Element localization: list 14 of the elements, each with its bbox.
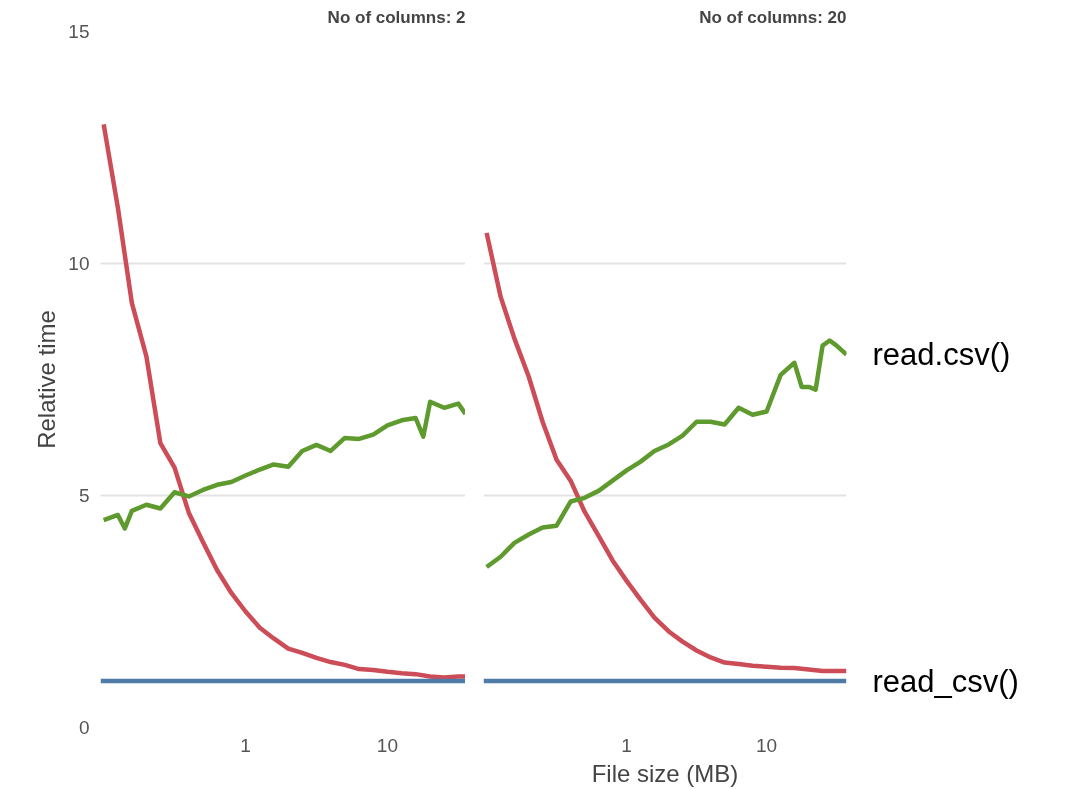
series-label: read_csv() (872, 663, 1019, 699)
y-axis-title: Relative time (33, 310, 61, 449)
x-tick-label: 10 (756, 734, 778, 756)
y-tick-label: 5 (78, 485, 90, 506)
y-tick-label: 0 (78, 717, 90, 738)
x-axis-title: File size (MB) (591, 759, 739, 787)
y-tick-label: 10 (68, 253, 90, 274)
series-label: read.csv() (872, 336, 1011, 372)
x-tick-label: 1 (240, 734, 251, 756)
x-tick-label: 1 (621, 734, 632, 756)
y-tick-label: 15 (68, 21, 90, 42)
chart-title: No of columns: 2 (327, 7, 466, 27)
x-tick-label: 10 (376, 734, 398, 756)
chart-title: No of columns: 20 (699, 7, 847, 27)
